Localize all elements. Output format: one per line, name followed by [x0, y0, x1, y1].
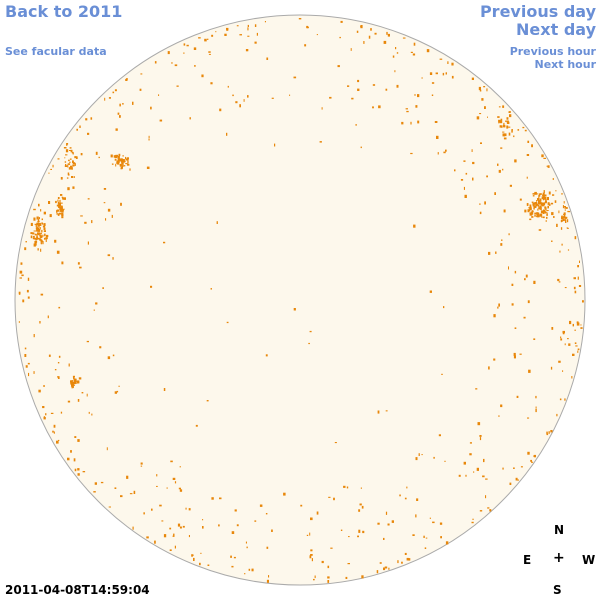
compass-west-label: W	[582, 553, 596, 567]
compass-east-label: E	[523, 553, 532, 567]
magnetic-features	[18, 18, 584, 583]
solar-disk	[14, 14, 586, 586]
next-hour-link[interactable]: Next hour	[534, 58, 597, 71]
back-to-year-link[interactable]: Back to 2011	[5, 2, 123, 21]
compass-north-label: N	[554, 523, 565, 537]
compass-south-label: S	[553, 583, 562, 597]
previous-hour-link[interactable]: Previous hour	[509, 45, 596, 58]
facular-data-link[interactable]: See facular data	[5, 45, 107, 58]
next-day-link[interactable]: Next day	[516, 20, 596, 39]
compass-center-icon: +	[553, 550, 565, 566]
observation-timestamp: 2011-04-08T14:59:04	[5, 583, 150, 597]
previous-day-link[interactable]: Previous day	[479, 2, 596, 21]
